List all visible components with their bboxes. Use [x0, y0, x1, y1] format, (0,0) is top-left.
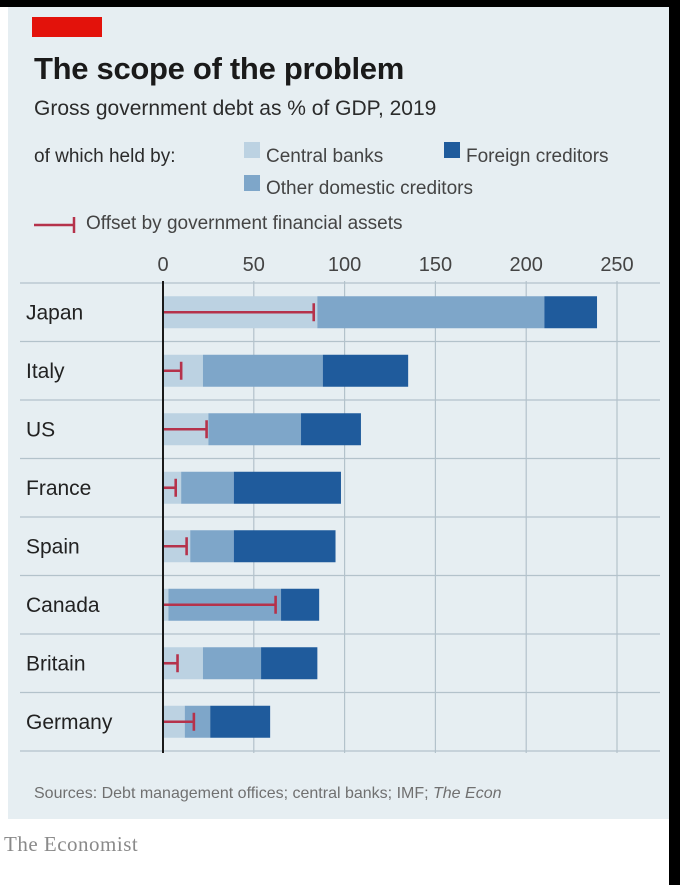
bar-segment-foreign-creditors [544, 296, 598, 329]
x-tick-label: 150 [419, 254, 452, 276]
bar-segment-foreign-creditors [210, 705, 271, 738]
x-tick-label: 0 [157, 254, 168, 276]
bar-segment-foreign-creditors [261, 647, 318, 680]
bar-segment-foreign-creditors [301, 413, 361, 446]
bar-segment-other-domestic [190, 530, 234, 563]
bar-segment-foreign-creditors [233, 471, 341, 504]
chart-panel: The scope of the problem Gross governmen… [8, 7, 669, 819]
bar-segment-other-domestic [181, 471, 234, 504]
x-tick-label: 200 [510, 254, 543, 276]
x-tick-label: 50 [243, 254, 265, 276]
country-label: Germany [26, 711, 113, 734]
legend-label-foreign-creditors: Foreign creditors [466, 146, 609, 167]
legend-label-other-domestic: Other domestic creditors [266, 178, 473, 199]
legend-label-offset: Offset by government financial assets [86, 213, 403, 234]
brand-red-tag [32, 17, 102, 37]
bar-segment-foreign-creditors [281, 588, 320, 621]
chart-title: The scope of the problem [34, 51, 405, 86]
bar-segment-foreign-creditors [233, 530, 336, 563]
bar-segment-other-domestic [317, 296, 545, 329]
legend-swatch-foreign-creditors [444, 142, 460, 158]
bar-segment-foreign-creditors [322, 354, 409, 387]
country-label: Canada [26, 594, 100, 617]
chart-subtitle: Gross government debt as % of GDP, 2019 [34, 97, 437, 120]
right-border [669, 0, 680, 885]
country-label: Japan [26, 301, 83, 324]
legend-swatch-central-banks [244, 142, 260, 158]
legend-lead-label: of which held by: [34, 146, 176, 167]
top-border [0, 0, 680, 7]
x-tick-label: 250 [600, 254, 633, 276]
country-label: US [26, 418, 55, 441]
bar-segment-other-domestic [208, 413, 302, 446]
legend-swatch-other-domestic [244, 175, 260, 191]
bar-segment-other-domestic [202, 647, 262, 680]
country-label: Britain [26, 652, 86, 675]
sources-text: Sources: Debt management offices; centra… [34, 785, 433, 802]
legend-label-central-banks: Central banks [266, 146, 384, 167]
economist-wordmark: The Economist [4, 832, 139, 856]
country-label: Italy [26, 360, 65, 383]
country-label: Spain [26, 535, 80, 558]
legend-offset-key [34, 217, 76, 233]
sources-text-italic: The Econ [433, 785, 502, 802]
country-label: France [26, 477, 91, 500]
chart-sources: Sources: Debt management offices; centra… [34, 785, 501, 803]
bar-segment-other-domestic [202, 354, 323, 387]
x-tick-label: 100 [328, 254, 361, 276]
